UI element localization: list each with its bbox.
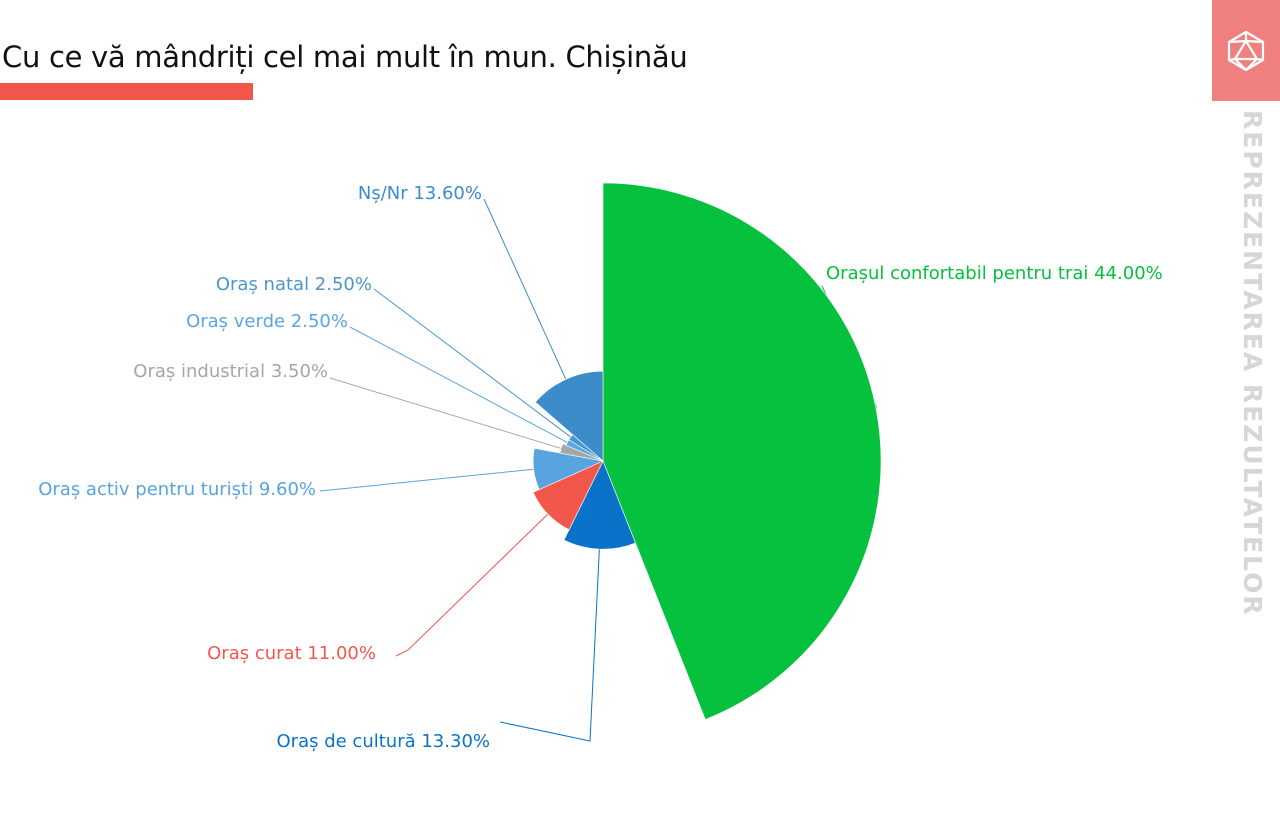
slice-8 bbox=[534, 370, 604, 462]
slice-3 bbox=[532, 460, 604, 531]
leader-line-2 bbox=[499, 545, 601, 742]
side-caption: REPREZENTAREA REZULTATELOR bbox=[1238, 110, 1267, 617]
slice-label-2: Oraș de cultură 13.30% bbox=[277, 731, 490, 752]
title-underline bbox=[0, 83, 253, 100]
slice-label-7: Oraș natal 2.50% bbox=[216, 274, 372, 295]
logo-badge bbox=[1212, 0, 1280, 101]
leader-lines bbox=[319, 198, 877, 742]
leader-line-8 bbox=[483, 198, 568, 383]
slice-1 bbox=[602, 182, 882, 720]
polyhedron-logo-icon bbox=[1227, 30, 1265, 71]
slice-4 bbox=[532, 447, 605, 490]
leader-line-3 bbox=[395, 511, 551, 657]
slice-label-4: Oraș activ pentru turiști 9.60% bbox=[38, 479, 316, 500]
slice-label-8: Nș/Nr 13.60% bbox=[358, 183, 482, 204]
leader-line-5 bbox=[329, 377, 563, 450]
slice-label-3: Oraș curat 11.00% bbox=[207, 643, 376, 664]
leader-line-7 bbox=[373, 288, 573, 439]
slice-labels: Orașul confortabil pentru trai 44.00% Ora… bbox=[38, 183, 1163, 752]
slice-label-1: Orașul confortabil pentru trai 44.00% bbox=[826, 263, 1163, 284]
slice-label-5: Oraș industrial 3.50% bbox=[133, 361, 328, 382]
slice-label-6: Oraș verde 2.50% bbox=[186, 311, 348, 332]
leader-line-6 bbox=[349, 326, 570, 444]
slice-2 bbox=[563, 460, 636, 550]
leader-line-4 bbox=[319, 468, 537, 492]
pie-slices bbox=[532, 182, 882, 720]
page-title: Cu ce vă mândriți cel mai mult în mun. C… bbox=[2, 40, 688, 74]
